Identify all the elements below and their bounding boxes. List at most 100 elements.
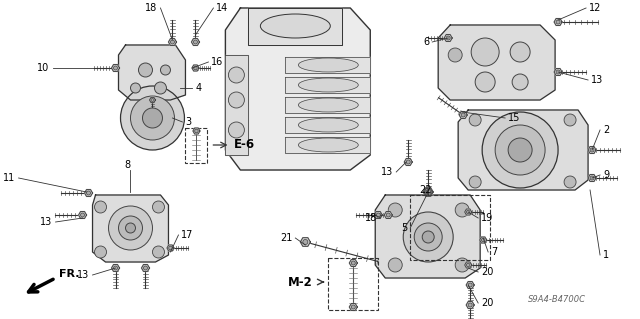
Ellipse shape	[512, 74, 528, 90]
Ellipse shape	[303, 240, 308, 244]
Ellipse shape	[388, 203, 402, 217]
Polygon shape	[479, 237, 486, 243]
Polygon shape	[192, 65, 199, 71]
Text: 16: 16	[211, 57, 223, 67]
Polygon shape	[285, 137, 371, 153]
Ellipse shape	[169, 246, 172, 250]
Text: 13: 13	[381, 167, 393, 177]
Polygon shape	[554, 19, 562, 26]
Polygon shape	[423, 188, 433, 196]
Ellipse shape	[414, 223, 442, 251]
Ellipse shape	[388, 258, 402, 272]
Text: 7: 7	[491, 247, 497, 257]
Polygon shape	[111, 264, 120, 271]
Ellipse shape	[448, 48, 462, 62]
Ellipse shape	[508, 138, 532, 162]
Ellipse shape	[467, 263, 470, 267]
Polygon shape	[466, 282, 474, 288]
Polygon shape	[466, 301, 474, 308]
Polygon shape	[248, 8, 342, 45]
Ellipse shape	[387, 213, 390, 217]
Ellipse shape	[455, 203, 469, 217]
Text: 10: 10	[37, 63, 49, 73]
Text: 17: 17	[182, 230, 194, 240]
Text: 6: 6	[423, 37, 429, 47]
Text: FR.: FR.	[59, 269, 79, 279]
Ellipse shape	[446, 36, 450, 40]
Ellipse shape	[194, 66, 197, 70]
Ellipse shape	[298, 118, 358, 132]
Text: 11: 11	[3, 173, 15, 183]
Polygon shape	[349, 304, 357, 310]
Text: 18: 18	[365, 213, 377, 223]
Text: 8: 8	[124, 160, 131, 170]
Polygon shape	[424, 189, 432, 196]
Ellipse shape	[113, 66, 118, 70]
Polygon shape	[167, 245, 174, 251]
Ellipse shape	[298, 78, 358, 92]
Polygon shape	[404, 159, 412, 166]
Ellipse shape	[556, 70, 560, 74]
Ellipse shape	[193, 40, 197, 44]
Ellipse shape	[95, 201, 106, 213]
Ellipse shape	[143, 266, 147, 270]
Ellipse shape	[406, 160, 410, 164]
Ellipse shape	[468, 303, 472, 307]
Ellipse shape	[195, 129, 198, 133]
Polygon shape	[588, 174, 596, 182]
Text: 21: 21	[280, 233, 292, 243]
Ellipse shape	[151, 99, 154, 101]
Ellipse shape	[590, 176, 594, 180]
Polygon shape	[285, 117, 371, 133]
Text: 15: 15	[508, 113, 520, 123]
Polygon shape	[588, 146, 596, 153]
Ellipse shape	[481, 238, 485, 242]
Bar	[186, 128, 207, 163]
Ellipse shape	[298, 98, 358, 112]
Ellipse shape	[482, 112, 558, 188]
Text: 3: 3	[186, 117, 191, 127]
Polygon shape	[111, 64, 120, 71]
Polygon shape	[438, 25, 555, 100]
Text: 18: 18	[145, 3, 157, 13]
Ellipse shape	[510, 42, 530, 62]
Ellipse shape	[564, 176, 576, 188]
Ellipse shape	[228, 92, 244, 108]
Polygon shape	[444, 34, 452, 41]
Ellipse shape	[469, 114, 481, 126]
Polygon shape	[374, 211, 382, 219]
Ellipse shape	[81, 213, 84, 217]
Ellipse shape	[471, 38, 499, 66]
Ellipse shape	[131, 96, 175, 140]
Text: S9A4-B4700C: S9A4-B4700C	[528, 295, 586, 305]
Polygon shape	[375, 195, 480, 278]
Ellipse shape	[118, 216, 143, 240]
Ellipse shape	[298, 58, 358, 72]
Polygon shape	[168, 39, 177, 46]
Polygon shape	[300, 238, 310, 246]
Ellipse shape	[455, 258, 469, 272]
Ellipse shape	[426, 190, 430, 194]
Polygon shape	[118, 45, 186, 100]
Text: M-2: M-2	[287, 276, 312, 288]
Ellipse shape	[590, 148, 594, 152]
Ellipse shape	[170, 40, 175, 44]
Ellipse shape	[152, 201, 164, 213]
Polygon shape	[191, 39, 200, 46]
Ellipse shape	[154, 82, 166, 94]
Polygon shape	[465, 262, 472, 268]
Ellipse shape	[468, 283, 472, 287]
Polygon shape	[84, 189, 93, 197]
Text: 5: 5	[401, 223, 407, 233]
Text: 13: 13	[40, 217, 52, 227]
Polygon shape	[554, 69, 562, 76]
Ellipse shape	[564, 114, 576, 126]
Ellipse shape	[403, 212, 453, 262]
Text: 13: 13	[591, 75, 604, 85]
Ellipse shape	[475, 72, 495, 92]
Text: E-6: E-6	[234, 138, 255, 152]
Polygon shape	[225, 55, 248, 155]
Bar	[410, 195, 490, 260]
Polygon shape	[150, 97, 156, 103]
Ellipse shape	[422, 231, 434, 243]
